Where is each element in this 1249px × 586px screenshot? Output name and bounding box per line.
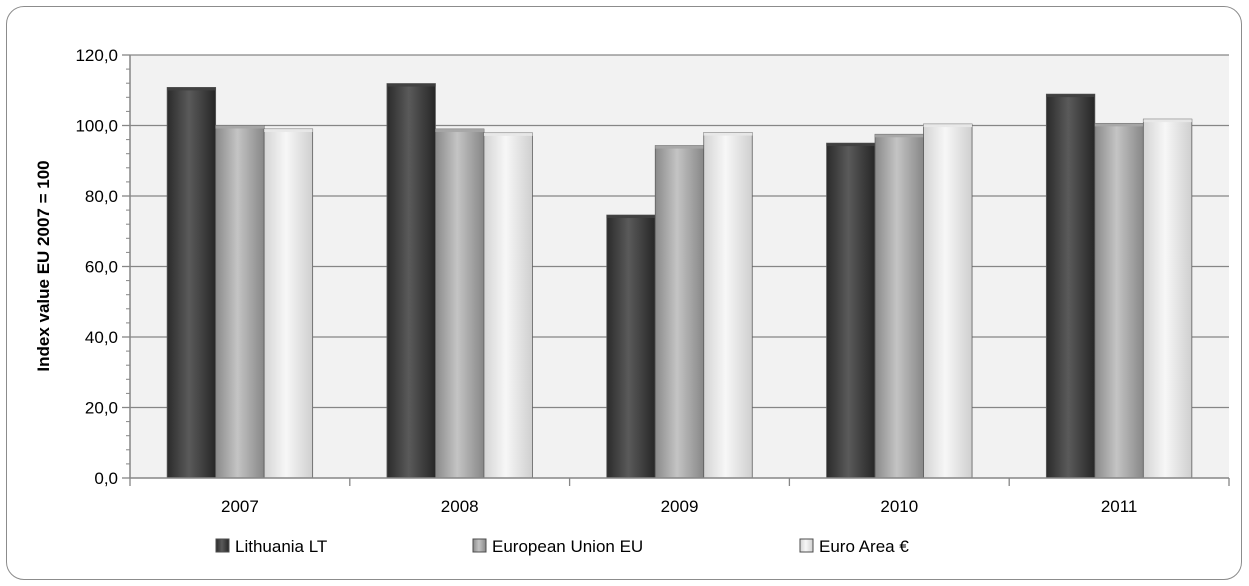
bar-lithuania-lt-2011 [1045, 93, 1096, 479]
bar-lithuania-lt-2008 [386, 83, 436, 479]
bar-top-edge [435, 129, 484, 133]
legend-swatch [799, 538, 814, 553]
y-tick-label: 40,0 [85, 328, 118, 347]
bar-top-edge [1143, 119, 1192, 123]
y-tick-label: 0,0 [94, 469, 118, 488]
bar-top-edge [875, 134, 924, 138]
bar-european-union-eu-2009 [654, 145, 705, 479]
x-tick-label: 2007 [221, 497, 259, 516]
legend: Lithuania LT European Union EU Euro Area € [215, 537, 909, 556]
x-tick-label: 2010 [880, 497, 918, 516]
legend-label: European Union EU [492, 537, 643, 556]
y-tick-label: 60,0 [85, 258, 118, 277]
bar-top-edge [264, 129, 313, 133]
bar-european-union-eu-2010 [874, 133, 924, 479]
tick-labels: 0,0 20,0 40,0 60,0 80,0 100,0 120,0 2007 2008 200… [75, 46, 1137, 516]
bar-top-edge [167, 87, 216, 91]
x-tick-label: 2009 [661, 497, 699, 516]
bar-lithuania-lt-2007 [166, 87, 217, 479]
y-tick-label: 100,0 [75, 117, 118, 136]
bar-top-edge [655, 145, 704, 149]
bar-top-edge [386, 83, 436, 87]
y-tick-label: 20,0 [85, 399, 118, 418]
bar-european-union-eu-2011 [1094, 122, 1144, 479]
bar-lithuania-lt-2010 [826, 142, 876, 479]
bar-top-edge [483, 132, 533, 136]
bar-top-edge [606, 215, 656, 219]
bar-euro-area-2009 [703, 132, 753, 479]
legend-label: Lithuania LT [235, 537, 327, 556]
bars [166, 83, 1193, 479]
bar-euro-area-2008 [483, 132, 533, 479]
bar-lithuania-lt-2009 [606, 214, 656, 479]
bar-top-edge [1046, 94, 1095, 98]
y-axis-title: Index value EU 2007 = 100 [34, 160, 53, 371]
bar-top-edge [703, 132, 753, 136]
bar-top-edge [923, 124, 973, 128]
x-tick-label: 2011 [1101, 497, 1138, 516]
bar-euro-area-2011 [1142, 118, 1193, 479]
bar-european-union-eu-2007 [215, 125, 265, 479]
bar-top-edge [215, 125, 265, 129]
bar-european-union-eu-2008 [435, 128, 485, 479]
legend-swatch [215, 538, 230, 553]
bar-top-edge [1094, 123, 1144, 127]
x-tick-label: 2008 [441, 497, 479, 516]
axes [122, 54, 1230, 486]
bar-euro-area-2007 [263, 128, 314, 479]
legend-label: Euro Area € [819, 537, 909, 556]
y-tick-label: 120,0 [75, 46, 118, 65]
legend-swatch [472, 538, 487, 553]
bar-euro-area-2010 [923, 123, 973, 479]
bar-top-edge [826, 143, 876, 147]
y-tick-label: 80,0 [85, 187, 118, 206]
